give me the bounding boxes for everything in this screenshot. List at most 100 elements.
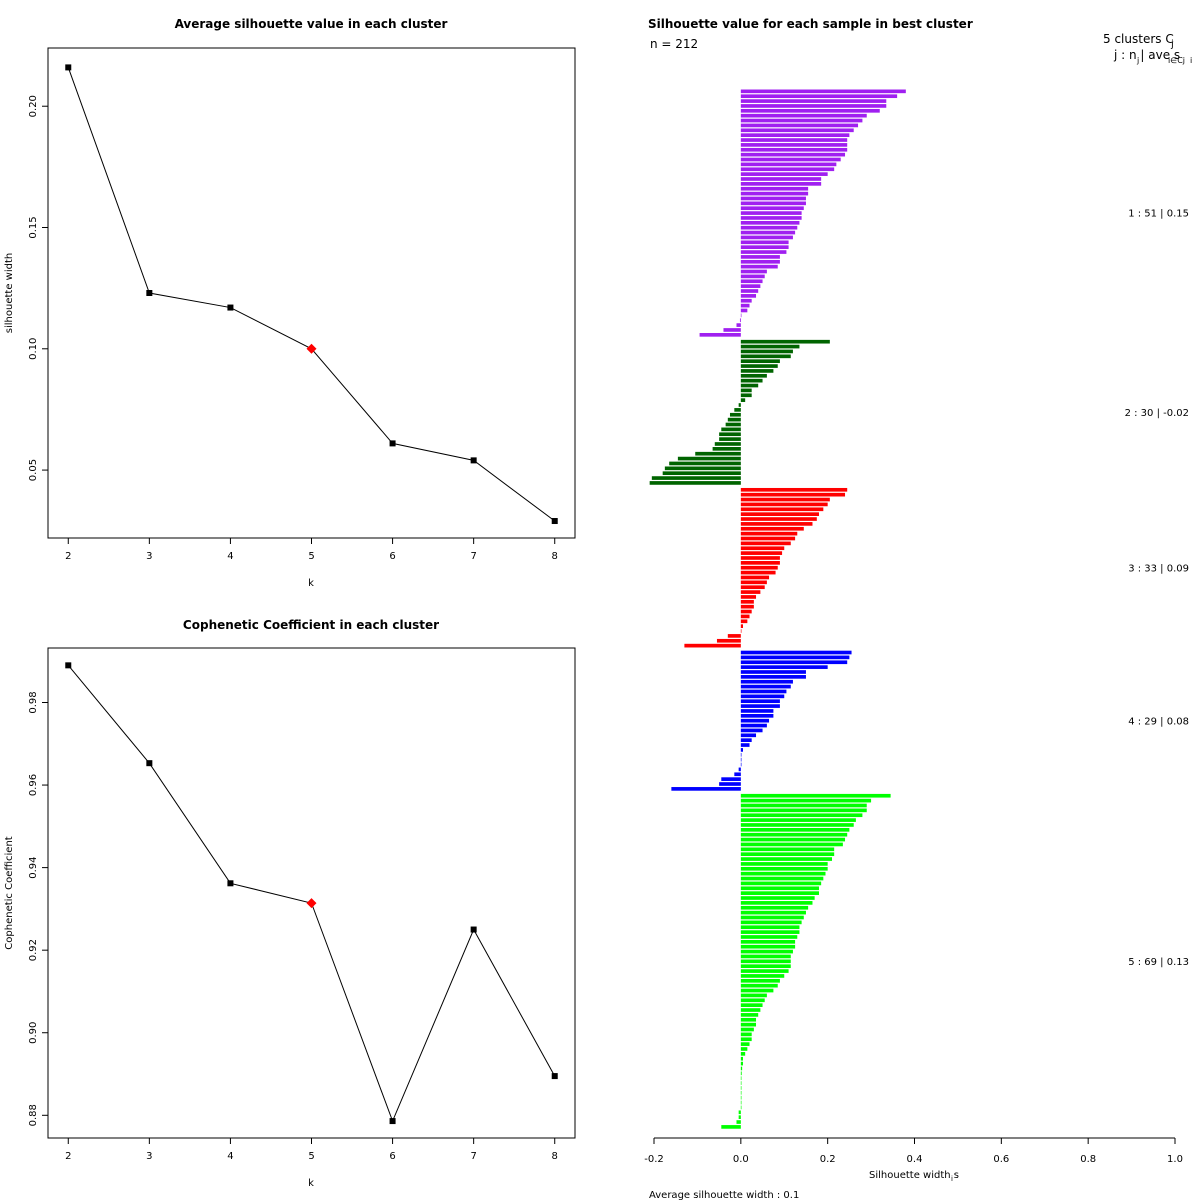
silhouette-bar <box>740 891 819 895</box>
silhouette-bar <box>740 561 780 565</box>
chart1-frame <box>47 47 576 539</box>
silhouette-bar <box>740 1056 744 1061</box>
silhouette-bar <box>740 915 804 920</box>
silhouette-bar <box>740 123 859 128</box>
silhouette-bar <box>719 437 741 441</box>
silhouette-bar <box>740 364 778 368</box>
silhouette-bar <box>740 565 778 570</box>
silhouette-bar <box>740 629 742 633</box>
x-tick-label: 6 <box>389 551 395 562</box>
silhouette-bar <box>740 354 791 359</box>
silhouette-bar <box>740 1100 742 1105</box>
cluster-labels: 1 : 51 | 0.15 2 : 30 | -0.02 3 : 33 | 0.09… <box>1125 209 1189 968</box>
silhouette-bar <box>740 896 815 900</box>
silhouette-bar <box>740 1105 742 1110</box>
x-tick-label: 0.8 <box>1080 1154 1096 1165</box>
silhouette-bar <box>740 373 767 378</box>
data-point <box>551 1073 558 1080</box>
silhouette-bar <box>740 388 752 393</box>
silhouette-bar <box>740 762 742 767</box>
silhouette-bar <box>740 182 822 186</box>
legend-header-sub-j: j <box>1136 56 1139 65</box>
chart2-points <box>65 662 558 1125</box>
silhouette-bar <box>738 1110 741 1115</box>
silhouette-bar <box>740 590 761 594</box>
silhouette-bar <box>669 461 741 466</box>
silhouette-bar <box>740 225 798 230</box>
silhouette-bar <box>740 743 750 747</box>
x-tick-label: 8 <box>552 551 558 562</box>
y-tick-label: 0.90 <box>28 1022 39 1044</box>
x-tick-label: -0.2 <box>644 1154 664 1165</box>
data-point <box>470 926 477 933</box>
silhouette-bar <box>740 837 846 842</box>
silhouette-bar <box>695 451 741 456</box>
silhouette-bar <box>740 901 813 905</box>
chart3-n-label: n = 212 <box>650 37 698 51</box>
silhouette-bar <box>740 313 742 318</box>
silhouette-bar <box>740 1086 742 1090</box>
silhouette-bar <box>740 1047 748 1051</box>
silhouette-bar <box>740 206 804 211</box>
silhouette-bar <box>740 235 793 240</box>
silhouette-bar <box>740 808 867 813</box>
silhouette-bar <box>736 323 741 327</box>
legend-header-sub-cj: i∈Cj <box>1168 56 1185 65</box>
silhouette-bar <box>740 162 837 167</box>
silhouette-bar <box>740 964 791 969</box>
silhouette-bar <box>740 259 780 264</box>
silhouette-bar <box>738 1115 741 1119</box>
legend-header-text: j : n | ave s <box>1113 48 1180 62</box>
silhouette-bar <box>740 757 742 762</box>
silhouette-bar <box>740 551 783 555</box>
legend-title-sub: j <box>1170 39 1174 50</box>
silhouette-bar <box>740 487 848 492</box>
chart2-frame <box>47 647 576 1139</box>
silhouette-bar <box>649 481 741 485</box>
silhouette-bar <box>740 308 748 313</box>
silhouette-bar <box>727 634 741 638</box>
silhouette-bar <box>740 983 778 988</box>
silhouette-bar <box>740 220 800 225</box>
silhouette-bar <box>740 1081 742 1085</box>
silhouette-bar <box>740 650 852 655</box>
y-tick-label: 0.88 <box>28 1104 39 1126</box>
chart2-title: Cophenetic Coefficient in each cluster <box>183 618 439 632</box>
silhouette-bar <box>727 417 741 422</box>
cluster-label: 3 : 33 | 0.09 <box>1128 563 1189 574</box>
cluster-label: 5 : 69 | 0.13 <box>1128 957 1189 968</box>
y-tick-label: 0.98 <box>28 691 39 713</box>
silhouette-bar <box>699 333 741 337</box>
silhouette-bar <box>740 655 850 660</box>
silhouette-bar <box>740 108 880 113</box>
silhouette-bar <box>740 526 804 531</box>
silhouette-bar <box>740 1076 742 1081</box>
silhouette-bar <box>740 201 806 206</box>
silhouette-bar <box>740 585 765 590</box>
x-tick-label: 4 <box>227 1151 233 1162</box>
x-tick-label: 0.2 <box>820 1154 836 1165</box>
silhouette-bar <box>740 1042 750 1046</box>
silhouette-bar <box>740 104 887 108</box>
chart1-points <box>65 64 558 525</box>
chart1-title: Average silhouette value in each cluster <box>175 17 448 31</box>
silhouette-bar <box>740 1037 752 1042</box>
y-tick-label: 0.15 <box>28 216 39 238</box>
silhouette-bar <box>740 595 757 599</box>
silhouette-bar <box>740 935 798 939</box>
silhouette-bar <box>740 303 750 308</box>
silhouette-bar <box>740 704 780 708</box>
cluster-label: 4 : 29 | 0.08 <box>1128 716 1189 727</box>
silhouette-bar <box>740 823 854 827</box>
silhouette-bar <box>740 284 761 288</box>
silhouette-bar <box>740 959 791 964</box>
x-tick-label: 2 <box>65 1151 71 1162</box>
silhouette-bar <box>740 925 800 930</box>
silhouette-bar <box>740 492 846 497</box>
silhouette-bar <box>740 133 850 137</box>
silhouette-bar <box>740 191 809 196</box>
silhouette-bar <box>740 949 793 954</box>
silhouette-bar <box>740 172 828 176</box>
silhouette-bar <box>740 177 822 181</box>
silhouette-bar <box>740 940 796 944</box>
